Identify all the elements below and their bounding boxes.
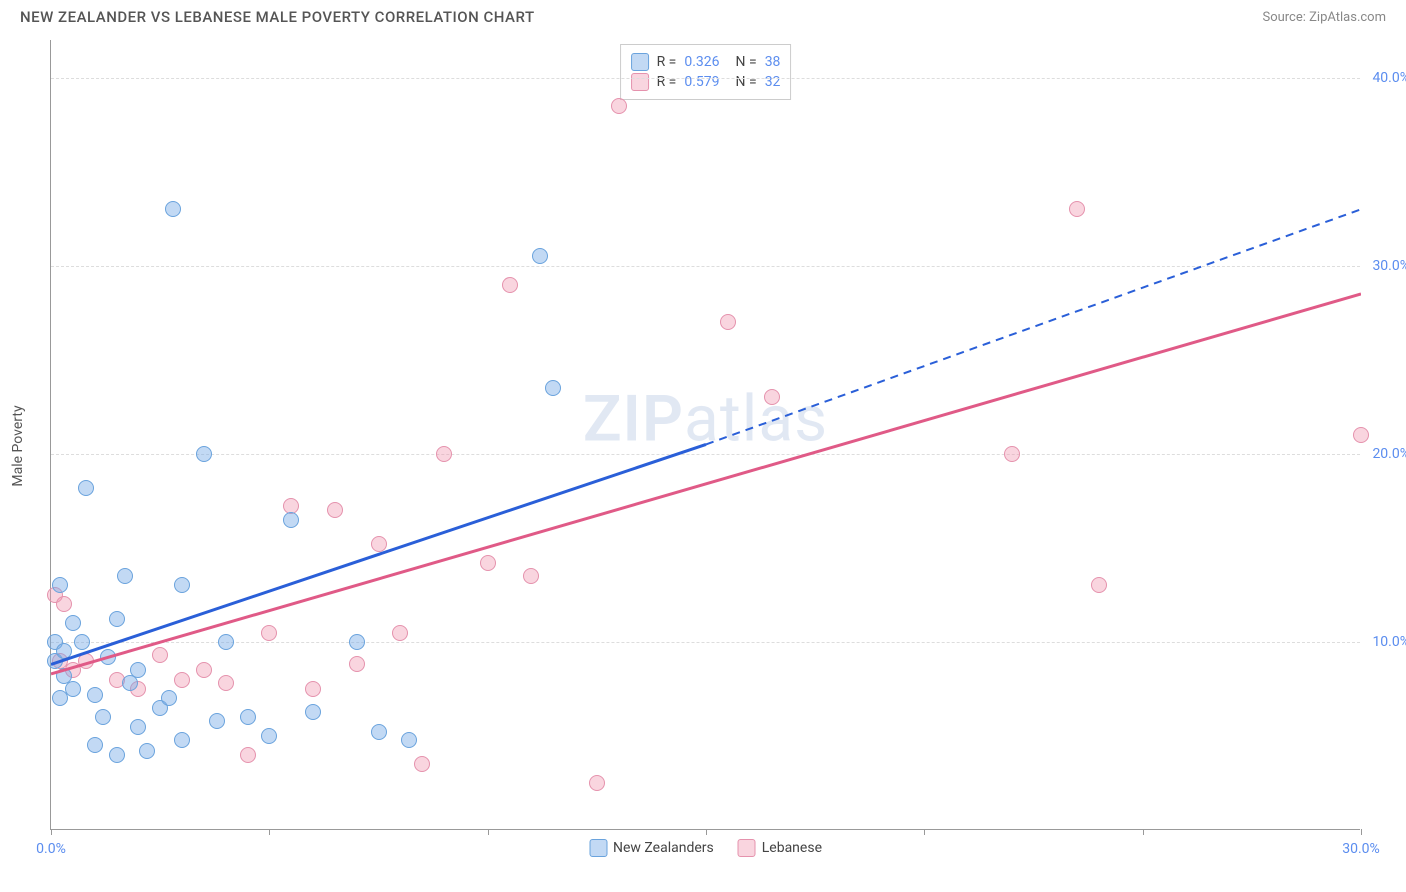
correlation-legend: R = 0.326 N = 38 R = 0.579 N = 32 xyxy=(620,44,792,100)
x-tick-label: 0.0% xyxy=(36,841,66,857)
nz-point xyxy=(52,577,68,593)
leb-point xyxy=(56,596,72,612)
nz-point xyxy=(545,380,561,396)
nz-swatch-icon xyxy=(589,839,607,857)
legend-item-nz: New Zealanders xyxy=(589,839,714,857)
y-tick-label: 10.0% xyxy=(1372,634,1406,650)
x-tick-label: 30.0% xyxy=(1342,841,1380,857)
leb-point xyxy=(523,568,539,584)
leb-point xyxy=(240,747,256,763)
x-tick-mark xyxy=(269,829,270,835)
nz-point xyxy=(87,687,103,703)
leb-point xyxy=(349,656,365,672)
nz-point xyxy=(109,611,125,627)
leb-point xyxy=(611,98,627,114)
y-tick-label: 30.0% xyxy=(1372,258,1406,274)
leb-point xyxy=(480,555,496,571)
legend-row-nz: R = 0.326 N = 38 xyxy=(631,53,781,71)
leb-point xyxy=(502,277,518,293)
leb-point xyxy=(1091,577,1107,593)
nz-point xyxy=(109,747,125,763)
nz-point xyxy=(130,719,146,735)
nz-point xyxy=(56,643,72,659)
y-tick-label: 20.0% xyxy=(1372,446,1406,462)
x-tick-mark xyxy=(51,829,52,835)
nz-swatch-icon xyxy=(631,53,649,71)
nz-point xyxy=(371,724,387,740)
leb-point xyxy=(1069,201,1085,217)
nz-point xyxy=(130,662,146,678)
leb-point xyxy=(78,653,94,669)
watermark: ZIPatlas xyxy=(583,381,828,456)
leb-point xyxy=(305,681,321,697)
nz-point xyxy=(117,568,133,584)
leb-point xyxy=(196,662,212,678)
gridline xyxy=(51,78,1360,79)
leb-point xyxy=(720,314,736,330)
leb-point xyxy=(436,446,452,462)
nz-point xyxy=(95,709,111,725)
nz-point xyxy=(161,690,177,706)
legend-item-leb: Lebanese xyxy=(738,839,822,857)
leb-point xyxy=(764,389,780,405)
leb-point xyxy=(589,775,605,791)
leb-point xyxy=(152,647,168,663)
nz-point xyxy=(78,480,94,496)
leb-point xyxy=(392,625,408,641)
y-tick-label: 40.0% xyxy=(1372,70,1406,86)
gridline xyxy=(51,266,1360,267)
nz-point xyxy=(174,577,190,593)
nz-point xyxy=(100,649,116,665)
leb-point xyxy=(327,502,343,518)
x-tick-mark xyxy=(488,829,489,835)
series-legend: New Zealanders Lebanese xyxy=(589,839,822,857)
gridline xyxy=(51,454,1360,455)
nz-point xyxy=(196,446,212,462)
nz-point xyxy=(139,743,155,759)
nz-point xyxy=(349,634,365,650)
nz-point xyxy=(165,201,181,217)
nz-point xyxy=(240,709,256,725)
x-tick-mark xyxy=(924,829,925,835)
x-tick-mark xyxy=(706,829,707,835)
leb-swatch-icon xyxy=(738,839,756,857)
nz-point xyxy=(74,634,90,650)
nz-point xyxy=(283,512,299,528)
nz-point xyxy=(209,713,225,729)
nz-point xyxy=(87,737,103,753)
nz-point xyxy=(65,615,81,631)
leb-point xyxy=(218,675,234,691)
nz-point xyxy=(174,732,190,748)
nz-point xyxy=(532,248,548,264)
leb-point xyxy=(261,625,277,641)
nz-point xyxy=(65,681,81,697)
leb-point xyxy=(414,756,430,772)
leb-point xyxy=(1004,446,1020,462)
scatter-chart: ZIPatlas R = 0.326 N = 38 R = 0.579 N = … xyxy=(50,40,1360,830)
leb-point xyxy=(1353,427,1369,443)
x-tick-mark xyxy=(1143,829,1144,835)
nz-point xyxy=(401,732,417,748)
y-axis-label: Male Poverty xyxy=(10,405,26,486)
gridline xyxy=(51,642,1360,643)
leb-point xyxy=(174,672,190,688)
nz-point xyxy=(218,634,234,650)
legend-row-leb: R = 0.579 N = 32 xyxy=(631,73,781,91)
x-tick-mark xyxy=(1361,829,1362,835)
leb-point xyxy=(371,536,387,552)
leb-swatch-icon xyxy=(631,73,649,91)
source-attribution: Source: ZipAtlas.com xyxy=(1262,10,1386,25)
nz-point xyxy=(261,728,277,744)
chart-title: NEW ZEALANDER VS LEBANESE MALE POVERTY C… xyxy=(20,8,535,26)
nz-point xyxy=(305,704,321,720)
